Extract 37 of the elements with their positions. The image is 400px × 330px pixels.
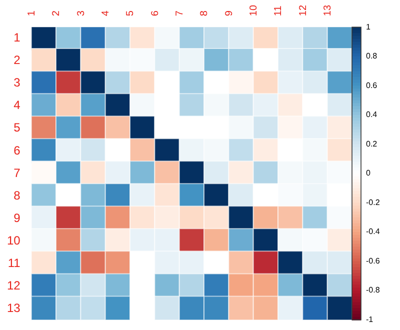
x-tick-label: 13 bbox=[322, 4, 334, 16]
y-tick-label: 8 bbox=[14, 188, 21, 202]
y-tick-label: 3 bbox=[14, 76, 21, 90]
y-tick-label: 6 bbox=[14, 143, 21, 158]
x-tick-label: 7 bbox=[174, 10, 186, 16]
color-bar-label: 1 bbox=[366, 22, 371, 32]
y-tick-label: 2 bbox=[14, 53, 21, 68]
color-bar-label: -0.6 bbox=[366, 256, 380, 266]
color-bar-label: 0.2 bbox=[366, 139, 378, 148]
x-tick-label: 9 bbox=[224, 10, 235, 16]
y-tick-label: 11 bbox=[8, 256, 21, 270]
color-bar-label: -0.4 bbox=[366, 227, 380, 236]
y-tick-label: 9 bbox=[14, 210, 21, 225]
x-tick-label: 2 bbox=[51, 10, 62, 16]
color-bar-label: 0.8 bbox=[366, 52, 378, 61]
x-tick-label: 12 bbox=[298, 4, 309, 16]
x-tick-label: 8 bbox=[199, 10, 210, 16]
x-tick-label: 3 bbox=[76, 10, 87, 16]
y-tick-label: 12 bbox=[6, 278, 21, 292]
x-tick-label: 11 bbox=[273, 5, 284, 16]
y-tick-label: 7 bbox=[14, 166, 21, 180]
color-bar-label: 0.4 bbox=[366, 110, 378, 120]
color-bar-label: -0.8 bbox=[366, 286, 380, 295]
x-tick-label: 5 bbox=[125, 10, 136, 16]
y-tick-label: 5 bbox=[14, 120, 21, 135]
x-tick-label: 4 bbox=[100, 10, 112, 16]
color-bar-label: 0 bbox=[366, 168, 371, 178]
x-tick-label: 6 bbox=[150, 10, 161, 16]
y-tick-label: 13 bbox=[6, 300, 21, 315]
color-bar-label: -0.2 bbox=[366, 198, 380, 207]
y-tick-label: 1 bbox=[14, 30, 21, 45]
x-tick-label: 1 bbox=[26, 10, 38, 16]
x-tick-label: 10 bbox=[248, 4, 260, 16]
color-bar-label: -1 bbox=[366, 315, 374, 324]
color-bar-label: 0.6 bbox=[366, 80, 378, 90]
y-tick-label: 10 bbox=[6, 233, 21, 248]
y-tick-label: 4 bbox=[14, 98, 21, 112]
